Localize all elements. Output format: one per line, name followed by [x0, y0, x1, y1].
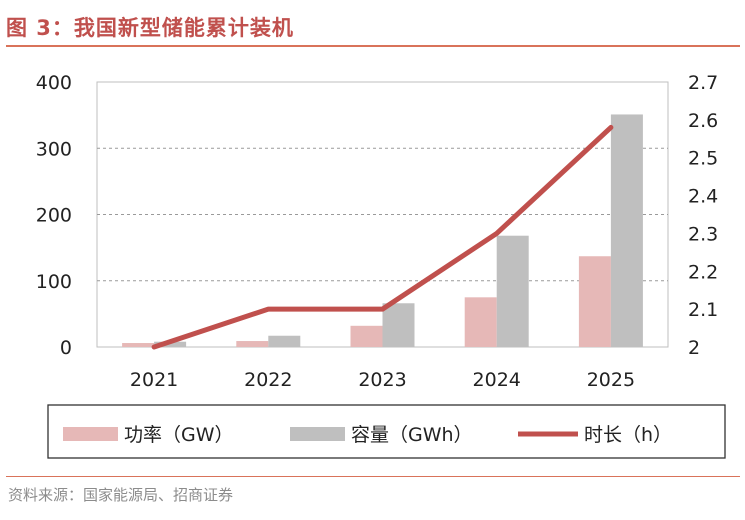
y-right-tick-label: 2.1	[688, 299, 718, 321]
capacity-bar	[496, 235, 529, 347]
x-tick-label: 2023	[358, 369, 406, 391]
title-divider	[6, 45, 740, 47]
y-right-tick-label: 2.6	[688, 110, 718, 132]
y-left-tick-label: 0	[60, 337, 72, 359]
legend-power-label: 功率（GW）	[124, 424, 234, 446]
y-right-tick-label: 2.2	[688, 261, 718, 283]
y-left-tick-label: 300	[36, 138, 72, 160]
y-right-tick-label: 2.7	[688, 72, 718, 94]
storage-installation-chart: 0 100 200 300 400 2 2.1 2.2 2.3 2.4 2.5 2.6 2.7 2021 2…	[36, 72, 726, 459]
capacity-bar	[610, 114, 643, 348]
power-bar	[578, 256, 611, 347]
y-right-tick-label: 2.5	[688, 148, 718, 170]
y-left-tick-label: 100	[36, 271, 72, 293]
legend-power-swatch	[63, 427, 118, 441]
y-left-tick-label: 200	[36, 205, 72, 227]
x-tick-label: 2021	[130, 369, 178, 391]
capacity-bar	[382, 303, 415, 347]
y-right-tick-label: 2.3	[688, 223, 718, 245]
source-note: 资料来源：国家能源局、招商证券	[8, 486, 234, 504]
y-left-tick-label: 400	[36, 72, 72, 94]
power-bar	[236, 341, 269, 347]
legend-capacity-swatch	[290, 427, 345, 441]
capacity-bar	[268, 335, 301, 347]
power-bar	[122, 343, 155, 347]
capacity-bar	[154, 341, 187, 347]
duration-line	[151, 124, 614, 350]
legend-box	[47, 404, 726, 459]
x-tick-label: 2022	[244, 369, 292, 391]
x-tick-label: 2025	[587, 369, 635, 391]
y-right-tick-label: 2.4	[688, 186, 718, 208]
figure-title: 图 3：我国新型储能累计装机	[6, 16, 294, 40]
power-bar	[350, 325, 383, 347]
legend-capacity-label: 容量（GWh）	[351, 424, 473, 446]
power-bar	[464, 297, 497, 347]
x-tick-label: 2024	[473, 369, 521, 391]
y-right-tick-label: 2	[688, 337, 700, 359]
source-divider	[6, 476, 740, 477]
legend-duration-label: 时长（h）	[584, 424, 672, 446]
